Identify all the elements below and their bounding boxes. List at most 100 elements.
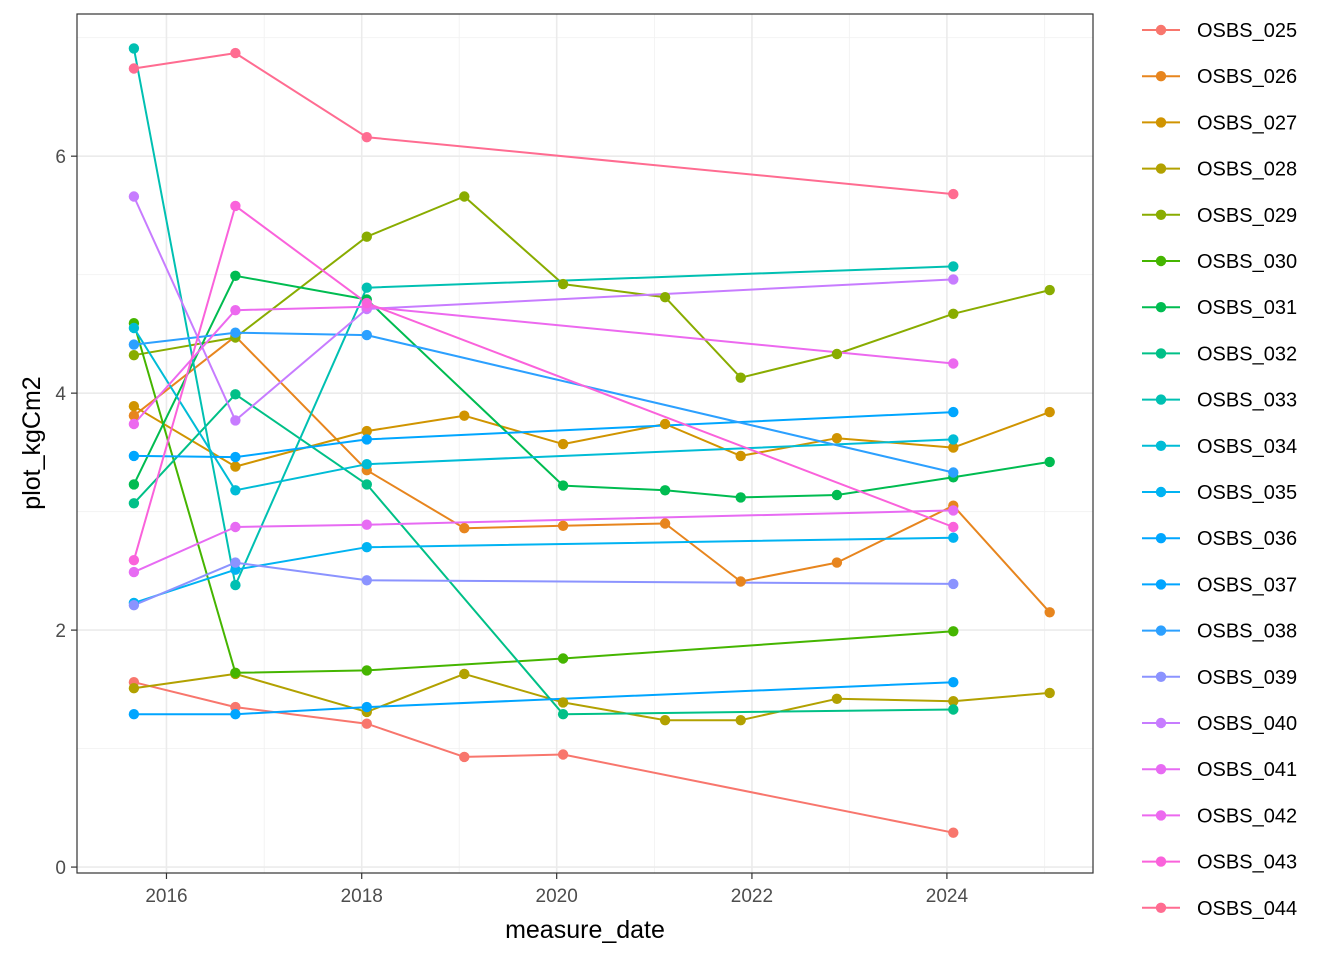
legend-item: OSBS_032 xyxy=(1142,343,1297,365)
legend-item: OSBS_026 xyxy=(1142,66,1297,88)
data-point-osbs-043 xyxy=(128,555,140,566)
legend-label: OSBS_041 xyxy=(1197,759,1297,781)
data-point-osbs-027 xyxy=(128,401,140,412)
data-point-osbs-031 xyxy=(230,270,241,281)
data-point-osbs-027 xyxy=(831,433,843,444)
legend-item: OSBS_027 xyxy=(1142,112,1297,134)
data-point-osbs-034 xyxy=(230,485,241,496)
y-axis-title: plot_kgCm2 xyxy=(18,376,46,509)
legend-label: OSBS_034 xyxy=(1197,436,1297,458)
data-point-osbs-041 xyxy=(230,521,241,533)
data-point-osbs-030 xyxy=(361,665,372,676)
data-point-osbs-028 xyxy=(659,715,671,726)
data-point-osbs-026 xyxy=(557,520,569,531)
data-point-osbs-039 xyxy=(361,575,372,586)
legend-key-point xyxy=(1155,856,1167,867)
data-point-osbs-034 xyxy=(128,322,140,334)
legend-key-point xyxy=(1155,625,1167,636)
data-point-osbs-031 xyxy=(735,492,746,503)
data-point-osbs-037 xyxy=(230,709,241,720)
data-point-osbs-031 xyxy=(831,489,843,501)
x-axis: 2016 2018 2020 2022 2024 xyxy=(145,873,968,907)
data-point-osbs-026 xyxy=(659,518,671,529)
legend-item: OSBS_029 xyxy=(1142,205,1297,227)
data-point-osbs-038 xyxy=(230,327,241,338)
data-point-osbs-030 xyxy=(948,626,959,637)
legend-label: OSBS_036 xyxy=(1197,528,1297,550)
data-point-osbs-042 xyxy=(128,418,140,430)
data-point-osbs-031 xyxy=(128,479,140,490)
series-line-osbs-034 xyxy=(133,327,954,492)
data-point-osbs-037 xyxy=(361,701,372,713)
series-line-osbs-035 xyxy=(133,536,954,604)
data-point-osbs-031 xyxy=(557,480,569,491)
data-point-osbs-029 xyxy=(128,350,140,361)
legend-key-point xyxy=(1155,348,1167,359)
series-line-osbs-037 xyxy=(133,681,954,716)
data-point-osbs-029 xyxy=(459,191,470,202)
x-tick-label: 2016 xyxy=(145,886,187,907)
data-point-osbs-030 xyxy=(557,653,569,664)
data-point-osbs-040 xyxy=(948,274,959,285)
legend-key-point xyxy=(1155,671,1167,682)
legend: OSBS_025 OSBS_026 OSBS_027 OSBS_028 OSBS_029… xyxy=(1142,20,1297,920)
data-point-osbs-033 xyxy=(128,43,140,54)
legend-label: OSBS_032 xyxy=(1197,343,1297,365)
series-line-osbs-025 xyxy=(133,681,954,834)
series-line-osbs-041 xyxy=(133,509,954,574)
data-point-osbs-033 xyxy=(230,579,241,591)
data-point-osbs-026 xyxy=(128,410,140,421)
data-point-osbs-036 xyxy=(948,406,959,418)
data-point-osbs-026 xyxy=(1044,607,1055,618)
legend-item: OSBS_037 xyxy=(1142,574,1297,596)
series-line-osbs-038 xyxy=(133,331,954,474)
data-point-osbs-032 xyxy=(230,389,241,400)
legend-label: OSBS_030 xyxy=(1197,251,1297,273)
x-tick-label: 2020 xyxy=(536,886,578,907)
data-point-osbs-027 xyxy=(557,438,569,450)
legend-label: OSBS_044 xyxy=(1197,898,1297,920)
legend-item: OSBS_040 xyxy=(1142,713,1297,735)
legend-key-point xyxy=(1155,810,1167,821)
series-line-osbs-039 xyxy=(133,561,954,607)
legend-key-point xyxy=(1155,163,1167,174)
y-tick-label: 4 xyxy=(55,384,66,405)
data-point-osbs-027 xyxy=(659,418,671,430)
y-tick-label: 0 xyxy=(55,858,66,879)
data-point-osbs-027 xyxy=(459,410,470,421)
data-point-osbs-036 xyxy=(128,450,140,462)
y-tick-label: 2 xyxy=(55,621,66,642)
legend-item: OSBS_025 xyxy=(1142,20,1297,42)
legend-key-point xyxy=(1155,394,1167,405)
data-point-osbs-033 xyxy=(948,261,959,272)
data-point-osbs-028 xyxy=(948,696,959,707)
data-point-osbs-030 xyxy=(230,667,241,678)
data-point-osbs-036 xyxy=(361,434,372,445)
series-line-osbs-026 xyxy=(133,335,1051,613)
data-point-osbs-035 xyxy=(948,532,959,543)
legend-item: OSBS_034 xyxy=(1142,436,1297,458)
legend-label: OSBS_038 xyxy=(1197,621,1297,643)
data-point-osbs-029 xyxy=(948,308,959,319)
legend-item: OSBS_031 xyxy=(1142,297,1297,319)
data-point-osbs-028 xyxy=(557,697,569,708)
legend-item: OSBS_041 xyxy=(1142,759,1297,781)
data-point-osbs-042 xyxy=(230,305,241,316)
data-point-osbs-044 xyxy=(948,188,959,200)
data-point-osbs-038 xyxy=(128,339,140,350)
data-point-osbs-033 xyxy=(361,282,372,293)
y-axis: 0 2 4 6 xyxy=(55,147,77,879)
data-point-osbs-027 xyxy=(948,442,959,453)
x-axis-title: measure_date xyxy=(505,916,665,944)
plot-border xyxy=(76,13,1094,874)
series-line-osbs-033 xyxy=(132,48,954,587)
data-point-osbs-040 xyxy=(230,415,241,426)
data-point-osbs-041 xyxy=(948,505,959,516)
data-point-osbs-028 xyxy=(459,668,470,680)
data-point-osbs-025 xyxy=(361,718,372,729)
data-point-osbs-027 xyxy=(361,425,372,437)
legend-item: OSBS_028 xyxy=(1142,159,1297,181)
data-point-osbs-044 xyxy=(128,63,140,74)
plot-panel xyxy=(77,14,1093,873)
data-point-osbs-037 xyxy=(128,709,140,720)
